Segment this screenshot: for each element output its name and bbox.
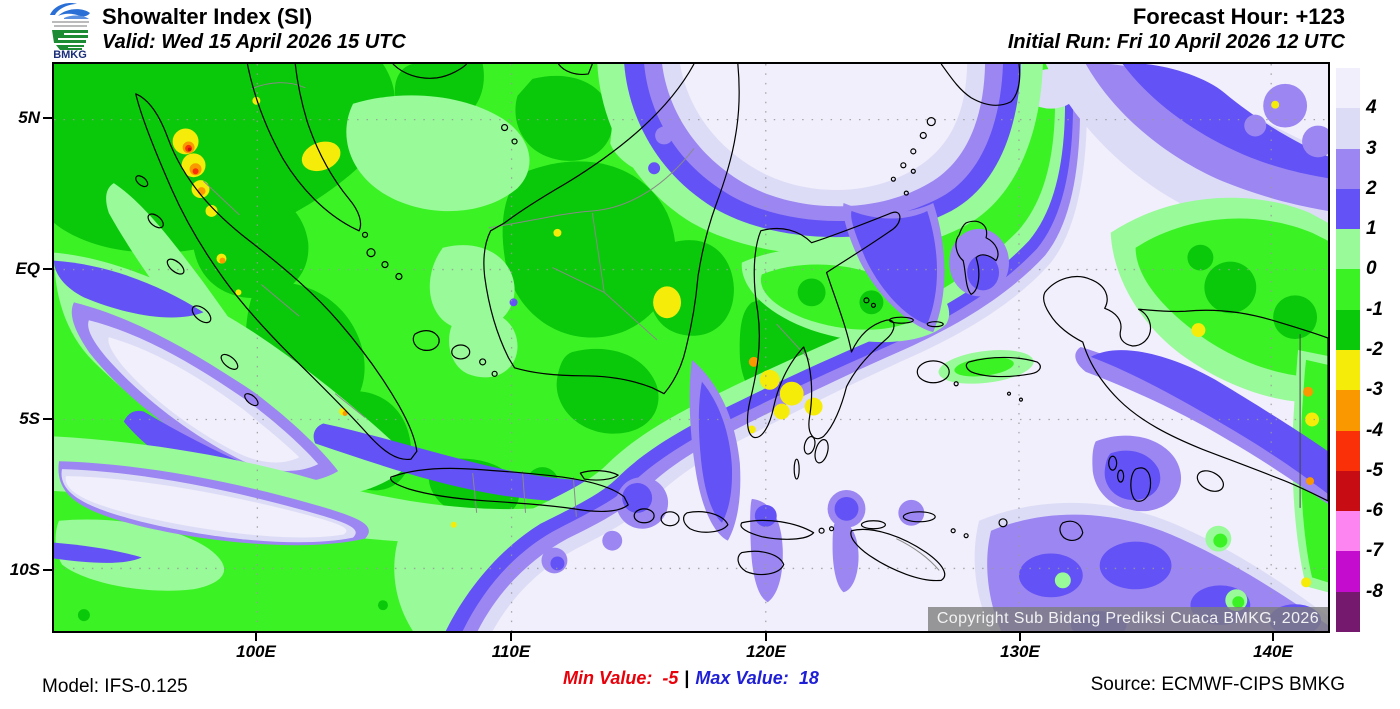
si-south-china-sea-blob	[597, 64, 1043, 333]
x-axis-label: 110E	[491, 642, 531, 661]
y-axis-label: 5N	[18, 108, 40, 127]
colorbar-cell	[1336, 511, 1360, 552]
colorbar-tick-label: 0	[1366, 258, 1377, 280]
colorbar-cell	[1336, 309, 1360, 350]
admin-borders	[203, 82, 940, 571]
si-eastern-features	[509, 64, 1328, 631]
colorbar-tick-label: 4	[1366, 97, 1377, 119]
x-axis-tick	[1272, 633, 1274, 641]
x-axis-label: 120E	[746, 642, 786, 661]
x-axis-label: 100E	[236, 642, 276, 661]
forecast-hour-label: Forecast Hour: +123	[1132, 4, 1345, 29]
min-value: -5	[662, 668, 679, 688]
x-axis-tick	[255, 633, 257, 641]
colorbar-tick-label: -1	[1366, 298, 1383, 320]
colorbar-tick-label: -3	[1366, 379, 1383, 401]
x-axis-tick	[1019, 633, 1021, 641]
colorbar-cell	[1336, 470, 1360, 512]
colorbar-cell	[1336, 390, 1360, 431]
colorbar-cell	[1336, 591, 1360, 632]
colorbar-cell	[1336, 108, 1360, 149]
copyright-watermark: Copyright Sub Bidang Prediksi Cuaca BMKG…	[927, 607, 1328, 631]
colorbar-tick-label: -7	[1366, 540, 1383, 562]
si-band-south-sumatra	[54, 423, 663, 563]
source-label: Source: ECMWF-CIPS BMKG	[1090, 674, 1345, 695]
colorbar-tick-label: -8	[1366, 580, 1383, 602]
map-panel: Copyright Sub Bidang Prediksi Cuaca BMKG…	[52, 62, 1330, 633]
colorbar-cell	[1336, 430, 1360, 471]
x-axis-label: 140E	[1253, 642, 1293, 661]
min-max-separator: |	[684, 668, 690, 688]
initial-run-label: Initial Run: Fri 10 April 2026 12 UTC	[1007, 31, 1345, 53]
max-value-label: Max Value: 18	[695, 668, 819, 688]
colorbar-cell	[1336, 269, 1360, 310]
page-title: Showalter Index (SI)	[102, 4, 313, 29]
valid-time-label: Valid: Wed 15 April 2026 15 UTC	[102, 31, 406, 53]
colorbar-tick-label: -5	[1366, 459, 1383, 481]
x-axis-tick	[510, 633, 512, 641]
colorbar-tick-label: -2	[1366, 338, 1383, 360]
y-axis-tick	[43, 418, 52, 420]
colorbar-cell	[1336, 349, 1360, 391]
y-axis-label: 5S	[19, 409, 40, 428]
colorbar-cell	[1336, 188, 1360, 230]
y-axis-label: EQ	[15, 259, 40, 278]
x-axis-label: 130E	[1000, 642, 1040, 661]
model-label: Model: IFS-0.125	[42, 676, 188, 697]
colorbar	[1336, 68, 1360, 632]
min-max-values: Min Value: -5 | Max Value: 18	[563, 668, 819, 689]
colorbar-cell	[1336, 551, 1360, 592]
colorbar-cell	[1336, 68, 1360, 109]
si-unstable-spots	[172, 96, 1320, 588]
colorbar-tick-label: 2	[1366, 177, 1377, 199]
colorbar-tick-label: -6	[1366, 500, 1383, 522]
x-axis-tick	[765, 633, 767, 641]
coastlines	[135, 64, 1328, 582]
min-value-label: Min Value: -5	[563, 668, 679, 688]
colorbar-tick-label: 1	[1366, 218, 1377, 240]
y-axis-label: 10S	[9, 560, 40, 579]
grid-lines	[54, 64, 1328, 631]
max-value: 18	[798, 668, 819, 688]
y-axis-tick	[43, 117, 52, 119]
colorbar-tick-label: 3	[1366, 137, 1377, 159]
colorbar-cell	[1336, 148, 1360, 189]
bmkg-logo-text: BMKG	[53, 49, 87, 59]
map-canvas	[54, 64, 1328, 631]
y-axis-tick	[43, 268, 52, 270]
colorbar-cell	[1336, 229, 1360, 270]
bmkg-logo: BMKG	[50, 3, 90, 59]
colorbar-tick-label: -4	[1366, 419, 1383, 441]
y-axis-tick	[43, 569, 52, 571]
